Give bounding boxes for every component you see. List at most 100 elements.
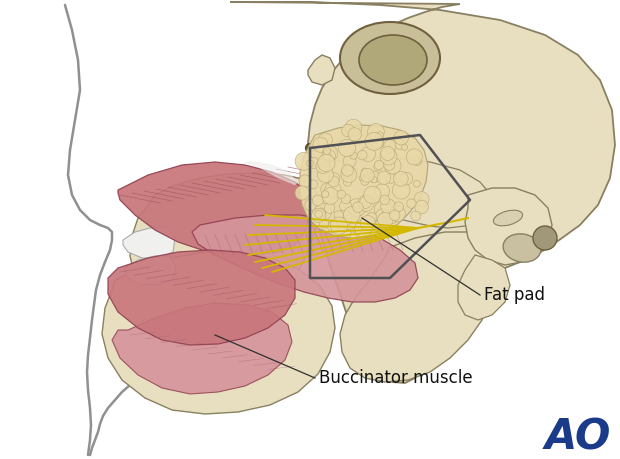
Circle shape [340,213,357,230]
Text: Fat pad: Fat pad [484,286,545,304]
Circle shape [381,146,395,161]
Circle shape [398,133,407,141]
Circle shape [360,215,375,230]
Ellipse shape [503,234,541,262]
Circle shape [389,206,405,222]
Polygon shape [340,232,495,382]
Polygon shape [102,252,335,414]
Circle shape [392,181,410,199]
Circle shape [324,203,335,213]
Circle shape [295,186,309,200]
Circle shape [329,173,340,184]
Circle shape [377,171,391,185]
Circle shape [323,147,330,155]
Circle shape [343,155,356,168]
Circle shape [374,163,382,171]
Circle shape [305,199,316,211]
Circle shape [533,226,557,250]
Circle shape [360,168,374,182]
Circle shape [342,124,355,137]
Circle shape [342,166,355,179]
Circle shape [381,199,396,214]
Ellipse shape [359,35,427,85]
Circle shape [384,140,396,152]
Circle shape [394,172,408,186]
Circle shape [376,132,384,140]
Circle shape [406,149,422,165]
Polygon shape [118,162,310,255]
Polygon shape [300,125,428,238]
Circle shape [324,150,335,161]
Circle shape [386,174,396,183]
Polygon shape [125,256,176,285]
Circle shape [350,232,356,239]
Circle shape [375,208,392,225]
Circle shape [312,208,326,223]
Circle shape [400,172,413,185]
Polygon shape [123,227,175,258]
Circle shape [366,213,377,223]
Circle shape [394,130,409,145]
Circle shape [306,160,313,167]
Circle shape [337,190,345,199]
Circle shape [384,159,395,170]
Circle shape [374,160,384,169]
Circle shape [361,177,369,185]
Circle shape [413,157,422,166]
Circle shape [322,190,329,198]
Circle shape [378,212,393,228]
Circle shape [316,159,330,174]
Ellipse shape [340,22,440,94]
Circle shape [327,221,339,232]
Circle shape [380,148,397,165]
Circle shape [348,128,361,141]
Circle shape [360,196,371,208]
Circle shape [313,137,328,152]
Circle shape [359,175,365,181]
Circle shape [340,200,352,212]
Circle shape [371,177,377,183]
Circle shape [343,207,360,224]
Circle shape [330,217,348,235]
Circle shape [341,194,351,204]
Polygon shape [130,173,318,318]
Text: AO: AO [545,417,611,459]
Circle shape [309,180,317,189]
Circle shape [321,183,334,196]
Ellipse shape [494,210,523,226]
Circle shape [316,208,326,217]
Circle shape [306,144,314,152]
Circle shape [395,140,405,149]
Circle shape [341,167,357,182]
Circle shape [348,199,365,217]
Circle shape [414,192,429,207]
Polygon shape [108,250,295,345]
Circle shape [364,186,381,203]
Circle shape [318,133,332,147]
Circle shape [361,168,368,174]
Circle shape [380,195,389,205]
Circle shape [322,152,330,161]
Polygon shape [308,158,492,228]
Circle shape [343,178,352,186]
Circle shape [314,203,331,221]
Circle shape [295,152,313,170]
Circle shape [386,212,398,224]
Circle shape [322,188,339,204]
Circle shape [368,123,384,140]
Circle shape [317,154,335,172]
Circle shape [315,210,322,218]
Circle shape [411,211,421,221]
Circle shape [384,157,401,174]
Circle shape [342,165,353,176]
Circle shape [317,167,334,183]
Circle shape [334,211,343,220]
Circle shape [361,147,376,162]
Circle shape [325,182,341,198]
Polygon shape [465,188,552,265]
Text: Buccinator muscle: Buccinator muscle [319,369,472,387]
Circle shape [358,151,367,160]
Circle shape [345,119,362,136]
Circle shape [312,195,323,206]
Circle shape [369,171,380,182]
